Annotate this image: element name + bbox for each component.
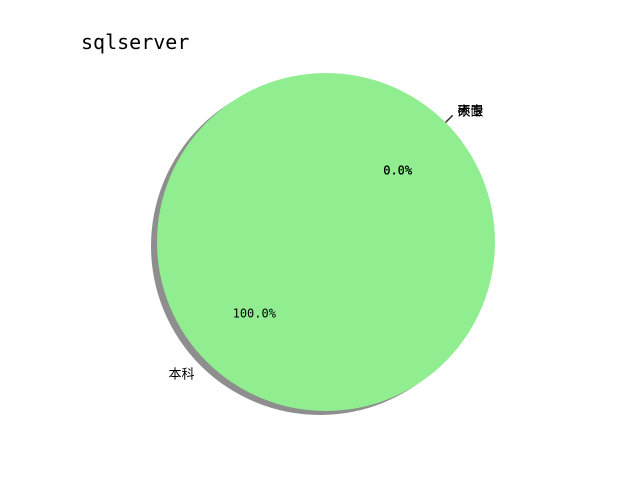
chart-title: sqlserver: [81, 30, 189, 54]
slice-label-1: 硕士: [457, 105, 483, 120]
slice-0: [157, 73, 495, 411]
percent-label-1: 0.0%: [383, 163, 413, 177]
percent-label-2: 0.0%: [383, 163, 413, 177]
percent-label-0: 100.0%: [233, 307, 277, 321]
slice-label-3: 不限: [457, 105, 483, 120]
leader-line: [444, 114, 454, 124]
leader-lines: [444, 114, 454, 124]
percent-labels: 100.0%0.0%0.0%0.0%: [233, 163, 413, 320]
pie-slices: [157, 73, 495, 411]
slice-label-0: 本科: [169, 367, 195, 382]
slice-label-2: 大专: [457, 105, 483, 120]
percent-label-3: 0.0%: [383, 163, 413, 177]
